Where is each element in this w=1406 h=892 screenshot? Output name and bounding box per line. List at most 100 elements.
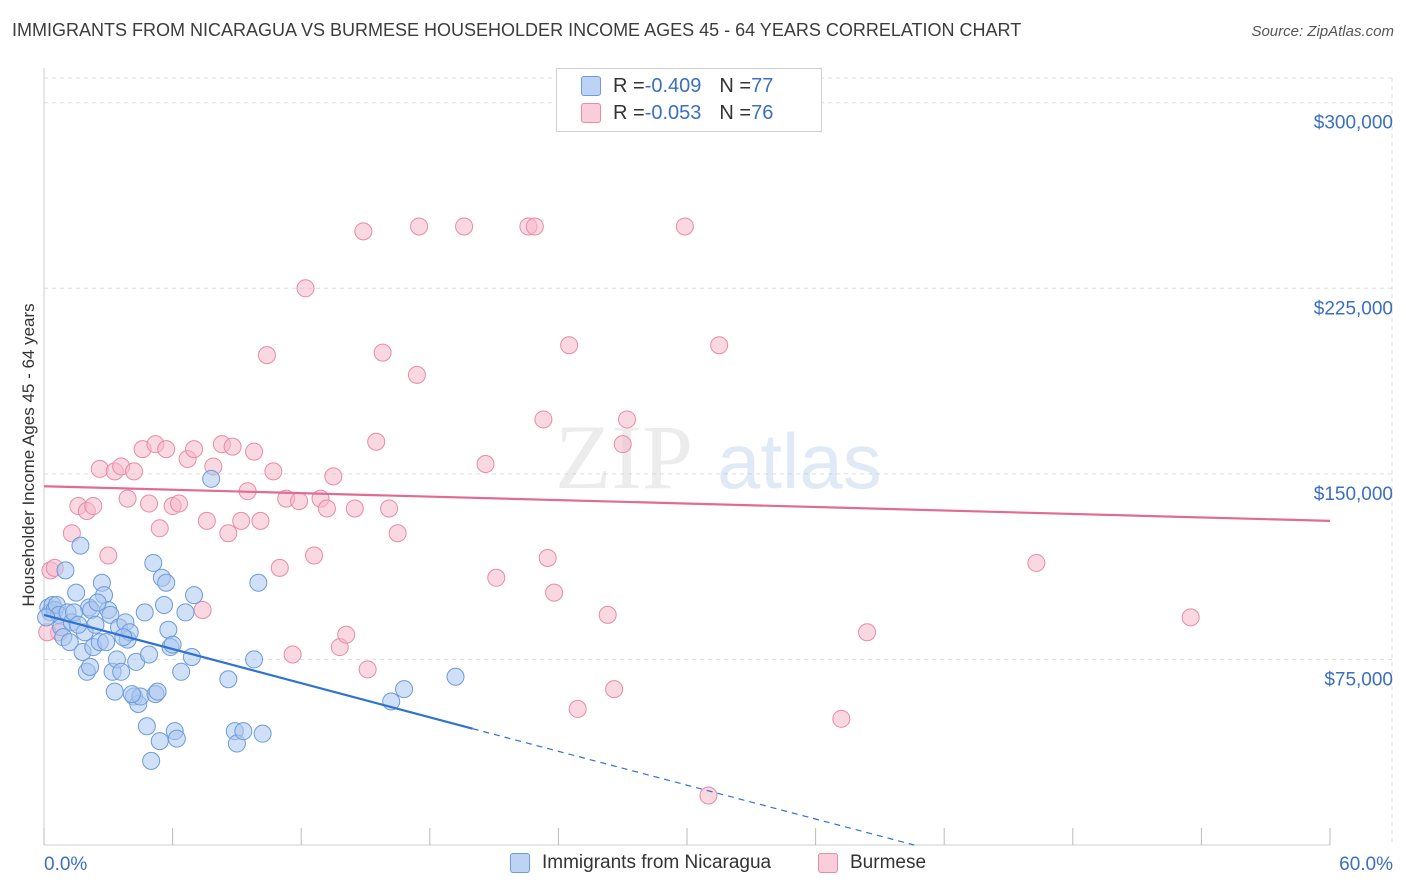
- bottom-legend-label: Burmese: [850, 852, 927, 873]
- burmese-point: [832, 709, 851, 728]
- burmese-point: [617, 410, 636, 429]
- burmese-point: [283, 645, 302, 664]
- burmese-point: [118, 489, 137, 508]
- burmese-point: [534, 410, 553, 429]
- nicaragua-point: [446, 667, 465, 686]
- nicaragua-point: [148, 682, 167, 701]
- burmese-point: [605, 680, 624, 699]
- nicaragua-point: [112, 662, 131, 681]
- burmese-point: [157, 440, 176, 459]
- burmese-point: [1181, 608, 1200, 627]
- nicaragua-point: [150, 732, 169, 751]
- legend-r-label: R =: [613, 101, 645, 124]
- burmese-point: [150, 519, 169, 538]
- burmese-point: [170, 494, 189, 513]
- burmese-point: [223, 437, 242, 456]
- nicaragua-point: [157, 573, 176, 592]
- burmese-point: [324, 467, 343, 486]
- burmese-point: [337, 625, 356, 644]
- burmese-point: [613, 435, 632, 454]
- burmese-point: [358, 660, 377, 679]
- legend-row-nicaragua: R = -0.409 N = 77: [581, 75, 773, 97]
- legend-r-value: -0.053: [644, 101, 702, 124]
- burmese-point: [410, 217, 429, 236]
- nicaragua-point: [97, 633, 116, 652]
- legend-swatch-pink: [581, 103, 601, 123]
- x-tick-label-min: 0.0%: [44, 854, 87, 875]
- burmese-point: [699, 786, 718, 805]
- x-tick-label-max: 60.0%: [1339, 854, 1393, 875]
- nicaragua-point: [140, 645, 159, 664]
- tick-labels: $75,000 $150,000 $225,000 $300,000 0.0% 60.0%: [44, 113, 1393, 875]
- burmese-trend-line: [43, 485, 1331, 522]
- burmese-point: [476, 454, 495, 473]
- nicaragua-point: [101, 605, 120, 624]
- burmese-point: [598, 605, 617, 624]
- nicaragua-point: [182, 647, 201, 666]
- legend-r-label: R =: [613, 74, 645, 97]
- nicaragua-point: [155, 596, 174, 615]
- nicaragua-point: [159, 620, 178, 639]
- nicaragua-point: [202, 469, 221, 488]
- correlation-legend: R = -0.409 N = 77 R = -0.053 N = 76: [556, 68, 822, 132]
- bottom-legend-nicaragua: Immigrants from Nicaragua: [510, 852, 771, 874]
- burmese-point: [90, 459, 109, 478]
- burmese-point: [317, 499, 336, 518]
- burmese-point: [84, 497, 103, 516]
- burmese-point: [675, 217, 694, 236]
- burmese-points: [38, 217, 1200, 805]
- nicaragua-point: [249, 573, 268, 592]
- chart-title: IMMIGRANTS FROM NICARAGUA VS BURMESE HOU…: [12, 20, 1022, 40]
- nicaragua-point: [144, 553, 163, 572]
- bottom-legend-label: Immigrants from Nicaragua: [542, 852, 772, 873]
- y-axis-label: Householder Income Ages 45 - 64 years: [19, 303, 38, 606]
- burmese-point: [1027, 553, 1046, 572]
- y-tick-label: $300,000: [1314, 113, 1393, 134]
- burmese-point: [193, 600, 212, 619]
- nicaragua-point: [234, 722, 253, 741]
- burmese-point: [251, 511, 270, 530]
- burmese-point: [264, 462, 283, 481]
- burmese-point: [257, 346, 276, 365]
- burmese-point: [545, 583, 564, 602]
- watermark-atlas: atlas: [717, 417, 882, 505]
- burmese-point: [245, 442, 264, 461]
- nicaragua-point: [137, 717, 156, 736]
- legend-n-label: N =: [719, 74, 752, 97]
- burmese-point: [62, 524, 81, 543]
- bottom-legend-swatch-pink: [818, 853, 838, 873]
- burmese-point: [232, 511, 251, 530]
- axes: [43, 68, 1331, 846]
- legend-row-burmese: R = -0.053 N = 76: [581, 102, 773, 124]
- burmese-point: [568, 699, 587, 718]
- nicaragua-point: [105, 682, 124, 701]
- burmese-point: [125, 462, 144, 481]
- legend-swatch-blue: [581, 76, 601, 96]
- legend-n-value: 76: [751, 101, 774, 124]
- watermark: ZIP atlas: [555, 406, 882, 508]
- burmese-point: [455, 217, 474, 236]
- nicaragua-point: [60, 633, 79, 652]
- nicaragua-point: [395, 680, 414, 699]
- nicaragua-point: [167, 729, 186, 748]
- burmese-point: [354, 222, 373, 241]
- nicaragua-point: [81, 657, 100, 676]
- nicaragua-point: [176, 603, 195, 622]
- nicaragua-point: [172, 662, 191, 681]
- nicaragua-point: [88, 593, 107, 612]
- nicaragua-point: [219, 670, 238, 689]
- burmese-point: [296, 279, 315, 298]
- burmese-point: [560, 336, 579, 355]
- burmese-point: [140, 494, 159, 513]
- bottom-legend-burmese: Burmese: [818, 852, 926, 874]
- burmese-point: [99, 546, 118, 565]
- burmese-point: [185, 440, 204, 459]
- burmese-point: [270, 558, 289, 577]
- burmese-point: [388, 524, 407, 543]
- nicaragua-point: [185, 586, 204, 605]
- burmese-point: [290, 492, 309, 511]
- nicaragua-point: [122, 685, 141, 704]
- burmese-point: [487, 568, 506, 587]
- nicaragua-points: [37, 469, 465, 770]
